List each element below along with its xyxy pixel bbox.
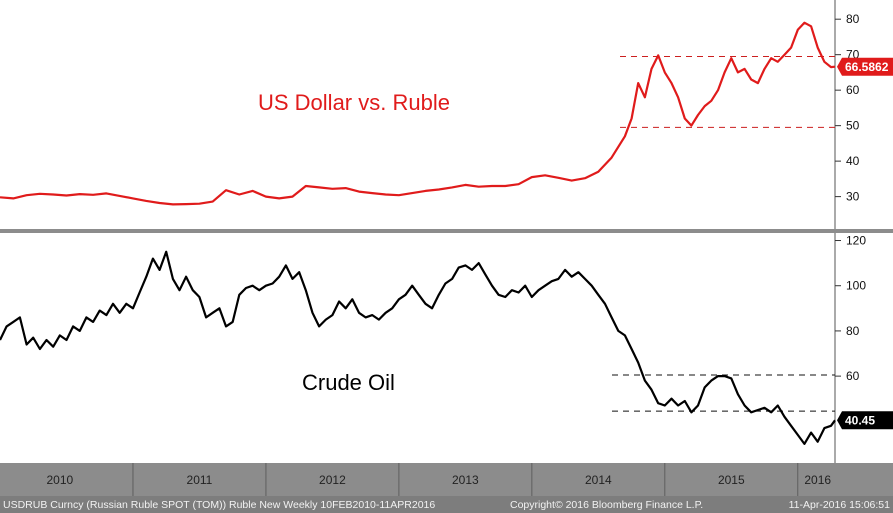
y-tick-label: 30	[846, 190, 860, 204]
y-tick-label: 80	[846, 12, 860, 26]
y-tick-label: 120	[846, 234, 866, 248]
footer-source: USDRUB Curncy (Russian Ruble SPOT (TOM))…	[3, 499, 435, 511]
y-tick-label: 80	[846, 324, 860, 338]
footer-timestamp: 11-Apr-2016 15:06:51	[789, 499, 891, 511]
top-panel-background	[0, 0, 835, 229]
y-tick-label: 40	[846, 154, 860, 168]
usdrub-last-value-bg	[837, 57, 893, 76]
year-label: 2012	[319, 473, 346, 487]
year-label: 2010	[46, 473, 73, 487]
footer-copyright: Copyright© 2016 Bloomberg Finance L.P.	[510, 499, 703, 511]
usdrub-panel-title: US Dollar vs. Ruble	[258, 90, 450, 115]
panel-separator	[0, 229, 893, 233]
oil-last-value-bg	[837, 411, 893, 430]
oil-series-line	[0, 250, 836, 445]
y-tick-label: 100	[846, 279, 866, 293]
year-label: 2013	[452, 473, 479, 487]
oil-panel-title: Crude Oil	[302, 370, 395, 395]
bottom-reference-lines	[612, 374, 835, 412]
oil-last-value-badge: 40.45	[837, 411, 893, 430]
year-label: 2011	[187, 473, 213, 487]
bottom-y-axis: 60 80 100 120	[835, 234, 866, 383]
year-label: 2016	[804, 473, 831, 487]
y-tick-label: 60	[846, 83, 860, 97]
footer-bar	[0, 496, 893, 513]
usdrub-last-value-text: 66.5862	[845, 60, 889, 74]
year-dividers	[132, 463, 799, 496]
bottom-panel-background	[0, 233, 835, 463]
usdrub-last-value-badge: 66.5862	[837, 57, 893, 76]
x-axis-bar	[0, 463, 893, 496]
oil-last-value-text: 40.45	[845, 413, 875, 427]
top-reference-lines	[620, 55, 835, 128]
year-label: 2015	[718, 473, 745, 487]
usdrub-series-line	[0, 21, 836, 206]
y-tick-label: 50	[846, 119, 860, 133]
year-label: 2014	[585, 473, 612, 487]
year-labels: 2010 2011 2012 2013 2014 2015 2016	[46, 473, 831, 487]
y-tick-label: 60	[846, 369, 860, 383]
